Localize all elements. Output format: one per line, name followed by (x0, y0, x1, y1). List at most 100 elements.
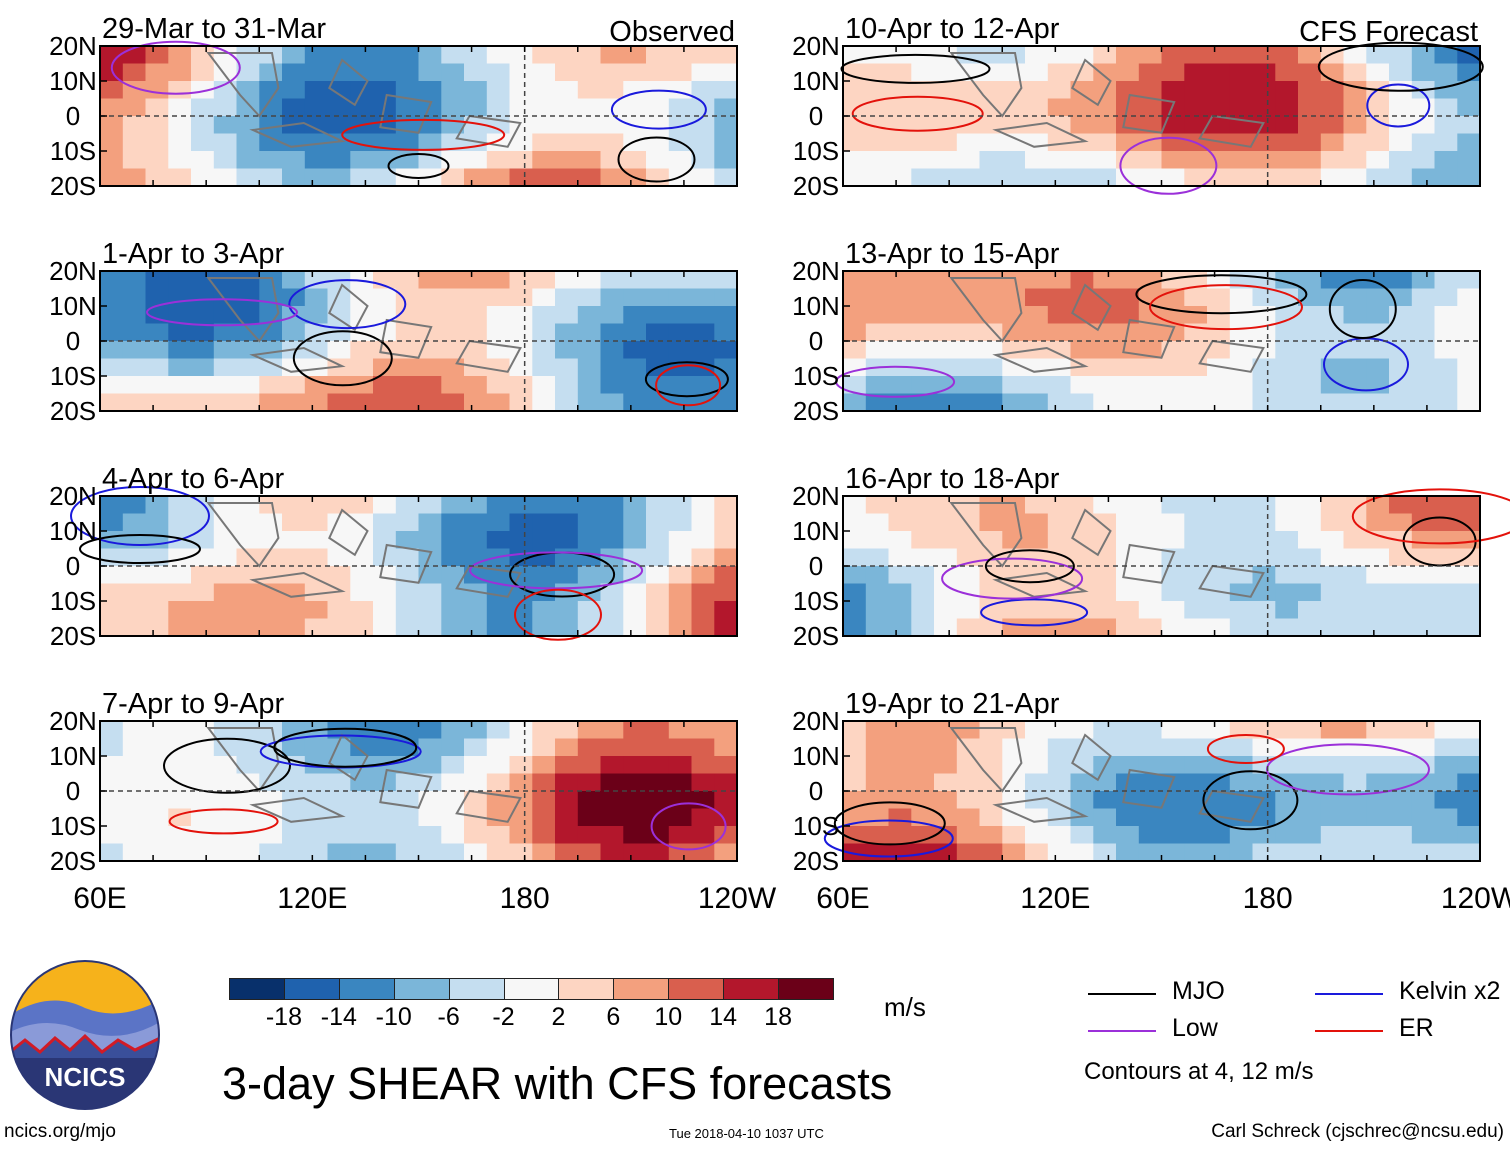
heatmap-cell (191, 601, 215, 620)
heatmap-cell (1047, 46, 1072, 65)
heatmap-cell (168, 721, 192, 740)
contour-line (1202, 770, 1299, 831)
heatmap-cell (865, 566, 890, 585)
heatmap-cell (1184, 601, 1208, 620)
heatmap-cell (934, 133, 958, 152)
heatmap-cell (395, 756, 420, 775)
heatmap-cell (1298, 773, 1322, 792)
heatmap-cell (1070, 843, 1094, 862)
heatmap-cell (145, 81, 169, 100)
heatmap-cell (1434, 601, 1458, 620)
heatmap-cell (236, 376, 260, 395)
heatmap-cell (1184, 168, 1208, 187)
heatmap-cell (373, 496, 397, 515)
heatmap-cell (1070, 46, 1094, 65)
colorbar-tick-label: -14 (320, 1003, 357, 1031)
heatmap-cell (1252, 168, 1276, 187)
colorbar-swatch (778, 978, 834, 1000)
heatmap-cell (373, 826, 397, 845)
heatmap-cell (486, 756, 511, 775)
heatmap-cell (1002, 341, 1026, 360)
heatmap-cell (168, 151, 192, 170)
heatmap-cell (1184, 496, 1208, 515)
heatmap-cell (979, 496, 1003, 515)
heatmap-cell (1184, 583, 1208, 602)
heatmap-cell (600, 531, 624, 550)
heatmap-cell (1389, 46, 1413, 65)
heatmap-cell (979, 151, 1003, 170)
heatmap-cell (213, 98, 238, 117)
heatmap-cell (1025, 306, 1049, 325)
heatmap-cell (843, 376, 867, 395)
heatmap-cell (555, 133, 579, 152)
heatmap-cell (1389, 826, 1413, 845)
heatmap-cell (888, 341, 912, 360)
heatmap-cell (714, 496, 738, 515)
heatmap-cell (213, 791, 238, 810)
heatmap-cell (911, 133, 935, 152)
heatmap-cell (1298, 496, 1322, 515)
heatmap-cell (259, 513, 283, 532)
heatmap-cell (714, 288, 738, 307)
heatmap-cell (486, 376, 511, 395)
coastline (328, 508, 369, 557)
heatmap-cell (1047, 531, 1072, 550)
heatmap-cell (714, 583, 738, 602)
heatmap-cell (1116, 341, 1140, 360)
coastline (949, 277, 1023, 343)
panel-label: 10-Apr to 12-Apr (845, 13, 1060, 45)
heatmap-cell (888, 773, 912, 792)
heatmap-cell (1207, 323, 1231, 342)
heatmap-cell (373, 566, 397, 585)
heatmap-cell (1320, 808, 1345, 827)
heatmap-cell (843, 271, 867, 290)
heatmap-cell (979, 531, 1003, 550)
heatmap-cell (395, 826, 420, 845)
heatmap-cell (486, 98, 511, 117)
heatmap-cell (911, 513, 935, 532)
heatmap-cell (1252, 826, 1276, 845)
heatmap-cell (911, 843, 935, 862)
heatmap-cell (714, 756, 738, 775)
heatmap-cell (236, 843, 260, 862)
heatmap-cell (714, 271, 738, 290)
panel-label: 7-Apr to 9-Apr (102, 688, 284, 720)
heatmap-cell (213, 601, 238, 620)
heatmap-cell (1434, 306, 1458, 325)
heatmap-cell (122, 618, 147, 637)
heatmap-cell (282, 393, 306, 412)
heatmap-cell (1002, 376, 1026, 395)
heatmap-cell (865, 618, 890, 637)
coastline (1071, 508, 1112, 557)
colorbar-tick-label: 18 (764, 1003, 792, 1031)
footer-url[interactable]: ncics.org/mjo (4, 1121, 116, 1142)
heatmap-cell (1411, 583, 1436, 602)
heatmap-cell (100, 63, 124, 82)
heatmap-cell (1275, 496, 1299, 515)
heatmap-cell (1161, 133, 1185, 152)
heatmap-cell (1184, 98, 1208, 117)
panel-label: 16-Apr to 18-Apr (845, 463, 1060, 495)
heatmap-cell (191, 63, 215, 82)
heatmap-cell (646, 601, 670, 620)
heatmap-cell (956, 721, 981, 740)
heatmap-cell (1093, 288, 1117, 307)
heatmap-cell (1366, 271, 1390, 290)
heatmap-cell (1389, 513, 1413, 532)
heatmap-cell (714, 721, 738, 740)
heatmap-cell (122, 341, 147, 360)
heatmap-cell (1457, 271, 1481, 290)
heatmap-cell (100, 791, 124, 810)
footer-timestamp: Tue 2018-04-10 1037 UTC (669, 1126, 824, 1141)
coastline (992, 571, 1089, 598)
heatmap-cell (1025, 46, 1049, 65)
coastline (206, 277, 280, 343)
heatmap-cell (691, 531, 715, 550)
heatmap-cell (213, 306, 238, 325)
heatmap-cell (1298, 393, 1322, 412)
heatmap-cell (1229, 288, 1254, 307)
heatmap-cell (304, 358, 329, 377)
heatmap-cell (911, 601, 935, 620)
heatmap-cell (395, 496, 420, 515)
